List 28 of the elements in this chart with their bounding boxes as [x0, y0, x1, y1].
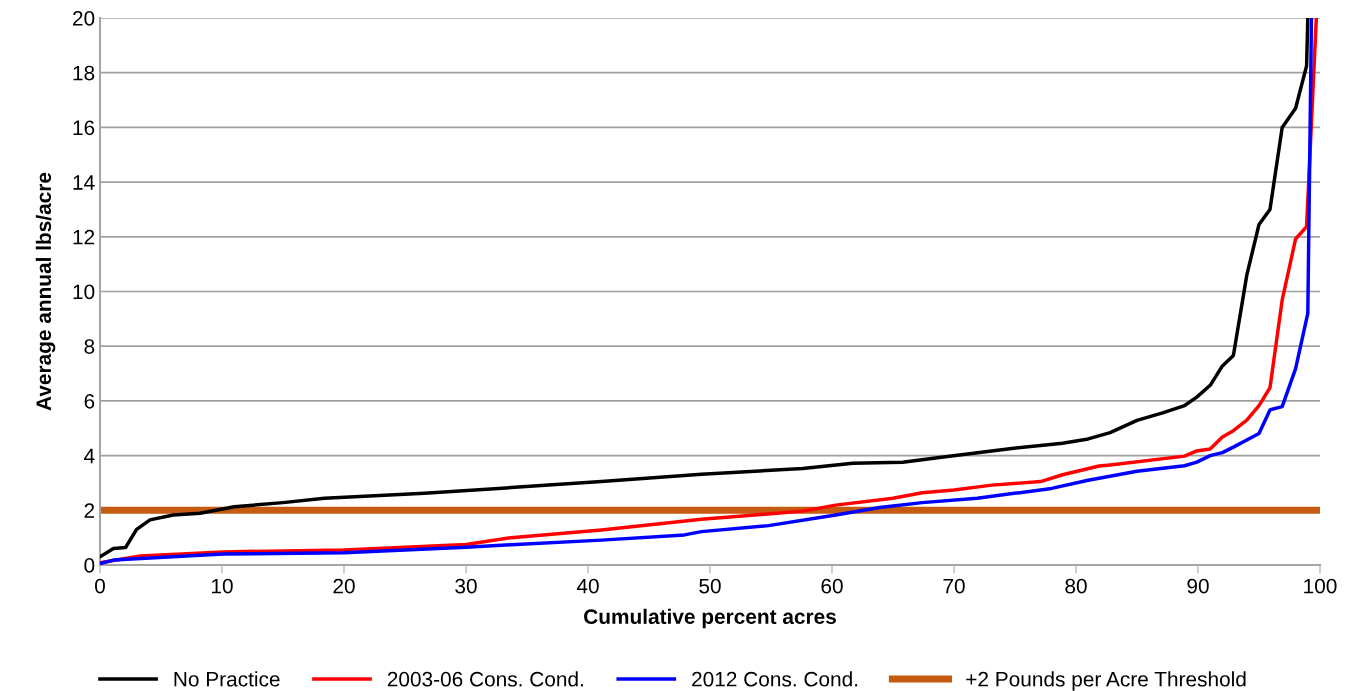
x-axis-title: Cumulative percent acres [584, 608, 836, 629]
legend-label: 2012 Cons. Cond. [692, 671, 858, 687]
x-tick-label: 90 [1187, 578, 1209, 594]
x-tick-label: 20 [333, 578, 355, 594]
x-tick-label: 10 [212, 578, 233, 594]
y-tick-label: 20 [73, 11, 95, 26]
x-tick-label: 60 [821, 578, 843, 594]
y-tick-label: 16 [73, 120, 95, 136]
x-tick-label: 80 [1065, 578, 1087, 594]
legend-label: 2003-06 Cons. Cond. [387, 671, 583, 687]
legend-label: +2 Pounds per Acre Threshold [966, 671, 1246, 691]
y-tick-label: 2 [84, 503, 95, 518]
x-tick-label: 70 [943, 578, 965, 594]
y-tick-label: 0 [84, 558, 95, 573]
y-tick-label: 12 [73, 229, 95, 245]
x-tick-label: 30 [455, 578, 477, 594]
y-tick-label: 10 [73, 284, 95, 300]
y-tick-label: 6 [84, 393, 95, 409]
y-tick-label: 8 [84, 339, 95, 354]
x-tick-label: 40 [576, 578, 599, 594]
x-tick-label: 50 [699, 578, 721, 594]
y-axis-title: Average annual lbs/acre [35, 172, 56, 411]
x-tick-label: 0 [95, 578, 105, 594]
legend-label: No Practice [174, 671, 280, 687]
y-tick-label: 14 [73, 175, 95, 190]
y-tick-label: 4 [84, 448, 95, 464]
y-tick-label: 18 [73, 65, 95, 81]
x-tick-label: 100 [1304, 578, 1337, 594]
